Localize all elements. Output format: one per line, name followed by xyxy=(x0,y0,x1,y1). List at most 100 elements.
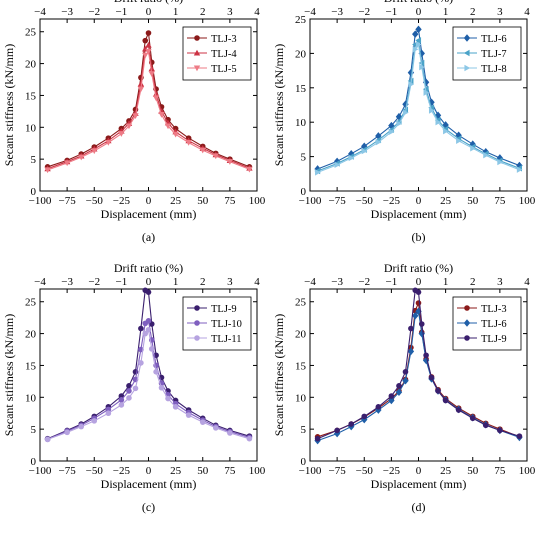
x-tick-label: 50 xyxy=(197,195,209,207)
data-point xyxy=(412,46,419,53)
x-tick-label: −25 xyxy=(113,195,131,207)
data-point xyxy=(194,305,200,311)
data-point xyxy=(408,81,415,88)
x2-tick-label: −1 xyxy=(386,276,398,288)
data-point xyxy=(194,335,200,341)
data-point xyxy=(428,107,435,114)
data-point xyxy=(246,435,253,442)
x2-tick-label: −2 xyxy=(358,6,370,18)
data-point xyxy=(199,147,206,154)
x-axis-title: Displacement (mm) xyxy=(371,207,467,221)
y-tick-label: 25 xyxy=(25,27,37,39)
x-tick-label: −100 xyxy=(29,465,52,477)
data-point xyxy=(126,383,132,389)
data-point xyxy=(91,148,98,155)
x2-tick-label: −3 xyxy=(61,6,73,18)
x2-axis-title: Drift ratio (%) xyxy=(384,0,453,5)
data-point xyxy=(464,335,470,341)
data-point xyxy=(118,402,125,408)
x2-axis-title: Drift ratio (%) xyxy=(384,261,453,275)
data-point xyxy=(199,419,206,425)
y-axis-title: Secant stiffness (kN/mm) xyxy=(272,44,286,166)
data-point xyxy=(172,404,179,410)
x-tick-label: 25 xyxy=(440,195,452,207)
x-tick-label: −50 xyxy=(86,465,104,477)
data-point xyxy=(482,422,489,429)
legend: TLJ-6 TLJ-7 TLJ-8 xyxy=(452,26,522,81)
x-tick-label: 0 xyxy=(146,195,152,207)
y-tick-label: 10 xyxy=(25,392,37,404)
x-tick-label: −75 xyxy=(59,195,77,207)
x2-tick-label: 0 xyxy=(146,6,152,18)
x2-tick-label: −2 xyxy=(88,276,100,288)
data-point xyxy=(348,421,355,427)
x2-tick-label: 1 xyxy=(443,276,449,288)
data-point xyxy=(148,346,155,352)
y-tick-label: 0 xyxy=(31,186,37,198)
panel-label: (b) xyxy=(412,230,426,244)
data-point xyxy=(516,166,523,173)
x-tick-label: 75 xyxy=(224,195,236,207)
x-tick-label: −100 xyxy=(299,195,322,207)
data-point xyxy=(138,360,144,366)
data-point xyxy=(193,65,201,72)
data-point xyxy=(44,167,51,174)
x2-tick-label: −3 xyxy=(331,6,343,18)
x2-tick-label: −4 xyxy=(304,276,316,288)
x-tick-label: 100 xyxy=(249,195,266,207)
data-point xyxy=(78,154,85,161)
x2-tick-label: −4 xyxy=(34,276,46,288)
data-point xyxy=(464,64,471,72)
data-point xyxy=(314,165,321,173)
legend-label: TLJ-9 xyxy=(481,334,507,345)
legend-label: TLJ-6 xyxy=(481,34,507,45)
y-tick-label: 20 xyxy=(25,59,37,71)
chart-panel: −100 −75 −50 −25 0 25 50 75 100 −4 −3 −2 −1 0 1 2 3 4 0 5 10… xyxy=(272,0,536,244)
x-tick-label: −25 xyxy=(383,195,401,207)
data-point xyxy=(415,41,422,48)
legend-label: TLJ-3 xyxy=(481,304,507,315)
data-point xyxy=(395,388,403,396)
data-point xyxy=(185,412,192,418)
x2-tick-label: −2 xyxy=(358,276,370,288)
x2-tick-label: −1 xyxy=(386,6,398,18)
data-point xyxy=(132,113,139,120)
data-point xyxy=(212,153,219,160)
data-point xyxy=(132,385,139,392)
data-point xyxy=(415,37,422,44)
y-axis-title: Secant stiffness (kN/mm) xyxy=(2,44,16,166)
data-point xyxy=(388,128,395,136)
legend-label: TLJ-4 xyxy=(211,49,237,60)
x-tick-label: 50 xyxy=(467,465,479,477)
x-tick-label: 100 xyxy=(519,195,536,207)
y-tick-label: 20 xyxy=(25,329,37,341)
x2-tick-label: −1 xyxy=(116,6,128,18)
data-point xyxy=(105,140,112,146)
x2-tick-label: 2 xyxy=(200,276,206,288)
data-point xyxy=(469,415,476,422)
data-point xyxy=(145,326,152,333)
data-point xyxy=(375,138,382,146)
y-tick-label: 25 xyxy=(25,297,37,309)
data-point xyxy=(194,320,200,326)
data-point xyxy=(464,305,470,311)
data-point xyxy=(375,404,382,410)
x2-tick-label: 2 xyxy=(470,6,476,18)
legend: TLJ-9 TLJ-10 TLJ-11 xyxy=(182,296,252,351)
data-point xyxy=(455,407,462,413)
x-tick-label: 25 xyxy=(440,465,452,477)
x-tick-label: 25 xyxy=(170,195,182,207)
x-tick-label: 75 xyxy=(494,465,506,477)
x2-tick-label: −1 xyxy=(116,276,128,288)
x2-tick-label: −3 xyxy=(61,276,73,288)
legend-label: TLJ-3 xyxy=(211,34,237,45)
data-point xyxy=(63,160,71,167)
data-point xyxy=(348,154,355,162)
data-point xyxy=(428,374,435,381)
y-axis-title: Secant stiffness (kN/mm) xyxy=(2,314,16,436)
x-tick-label: 0 xyxy=(146,465,152,477)
legend-label: TLJ-7 xyxy=(481,49,507,60)
data-point xyxy=(158,384,165,391)
data-point xyxy=(463,49,470,57)
x2-tick-label: −3 xyxy=(331,276,343,288)
